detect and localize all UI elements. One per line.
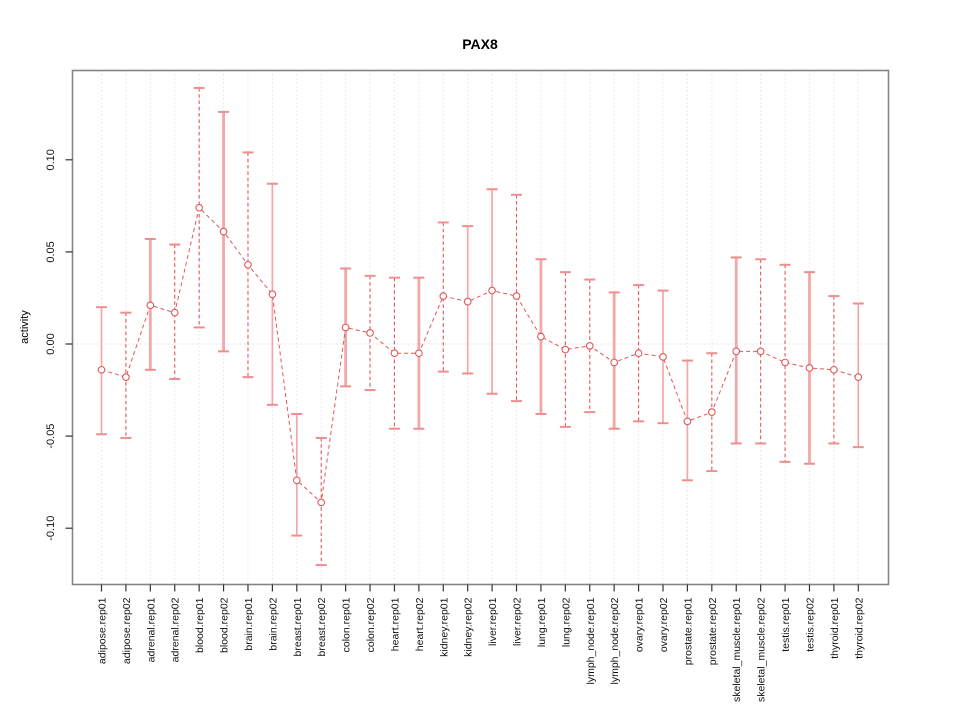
data-point-marker [439, 292, 448, 300]
x-tick-label: lymph_node.rep02 [609, 597, 621, 684]
data-point-marker [683, 417, 692, 426]
x-tick-label: heart.rep01 [389, 597, 401, 651]
y-tick-label: -0.05 [45, 424, 57, 449]
data-point-marker [634, 349, 643, 358]
data-point-marker [244, 260, 252, 269]
data-point-marker [292, 476, 301, 485]
data-point-marker [854, 373, 863, 382]
y-tick-label: -0.10 [45, 516, 57, 541]
data-point-marker [781, 358, 789, 367]
x-tick-label: skeletal_muscle.rep01 [731, 597, 743, 702]
x-tick-label: lymph_node.rep01 [585, 597, 597, 684]
data-point-marker [610, 358, 619, 367]
data-point-marker [732, 347, 741, 356]
x-tick-label: adipose.rep01 [97, 597, 109, 664]
data-point-marker [561, 345, 570, 354]
data-point-marker [317, 498, 326, 507]
data-point-marker [97, 365, 106, 374]
data-point-marker [756, 347, 765, 356]
data-point-marker [463, 297, 472, 306]
x-tick-label: testis.rep01 [780, 597, 792, 651]
x-tick-label: thyroid.rep01 [829, 597, 841, 658]
data-point-marker [170, 308, 179, 317]
x-tick-label: adipose.rep02 [121, 597, 133, 664]
data-point-marker [707, 408, 716, 417]
data-point-marker [537, 332, 545, 341]
x-tick-label: adrenal.rep01 [145, 597, 157, 662]
data-point-marker [390, 349, 399, 358]
x-tick-label: kidney.rep02 [463, 597, 475, 657]
x-tick-label: lung.rep02 [560, 597, 572, 647]
data-point-marker [122, 373, 130, 382]
data-point-marker [195, 203, 204, 212]
data-point-marker [585, 341, 594, 350]
x-tick-label: ovary.rep02 [658, 597, 670, 652]
data-point-marker [659, 353, 667, 361]
data-point-marker [366, 329, 374, 337]
series-line [101, 206, 859, 504]
x-tick-label: brain.rep02 [267, 597, 279, 650]
data-point-marker [415, 349, 423, 358]
data-point-marker [219, 227, 228, 236]
y-tick-label: 0.00 [45, 333, 57, 354]
x-tick-label: colon.rep01 [341, 597, 353, 652]
x-tick-label: lung.rep01 [536, 597, 548, 647]
data-point-marker [805, 364, 814, 372]
data-point-marker [268, 290, 277, 299]
x-tick-label: liver.rep01 [487, 597, 499, 646]
x-tick-label: prostate.rep02 [707, 597, 719, 665]
y-tick-label: 0.05 [45, 241, 57, 262]
plot-box [71, 69, 890, 586]
x-tick-label: heart.rep02 [414, 597, 426, 651]
x-tick-label: thyroid.rep02 [853, 597, 865, 658]
x-tick-label: ovary.rep01 [634, 597, 646, 652]
data-point-marker [512, 292, 521, 300]
x-tick-label: breast.rep02 [316, 597, 328, 656]
data-point-marker [146, 301, 155, 310]
x-tick-label: blood.rep02 [219, 597, 231, 653]
x-tick-label: blood.rep01 [194, 597, 206, 653]
chart-title: PAX8 [462, 36, 498, 52]
x-tick-label: adrenal.rep02 [170, 597, 182, 662]
data-point-marker [341, 323, 350, 332]
data-point-marker [830, 365, 838, 374]
x-tick-label: brain.rep01 [243, 597, 255, 650]
x-tick-label: breast.rep01 [292, 597, 304, 656]
x-tick-label: liver.rep02 [512, 597, 524, 646]
x-tick-label: colon.rep02 [365, 597, 377, 652]
x-tick-label: testis.rep02 [804, 597, 816, 651]
x-tick-label: kidney.rep01 [438, 597, 450, 657]
y-tick-label: 0.10 [45, 149, 57, 170]
x-tick-label: skeletal_muscle.rep02 [756, 597, 768, 702]
data-point-marker [488, 286, 496, 295]
x-tick-label: prostate.rep01 [682, 597, 694, 665]
